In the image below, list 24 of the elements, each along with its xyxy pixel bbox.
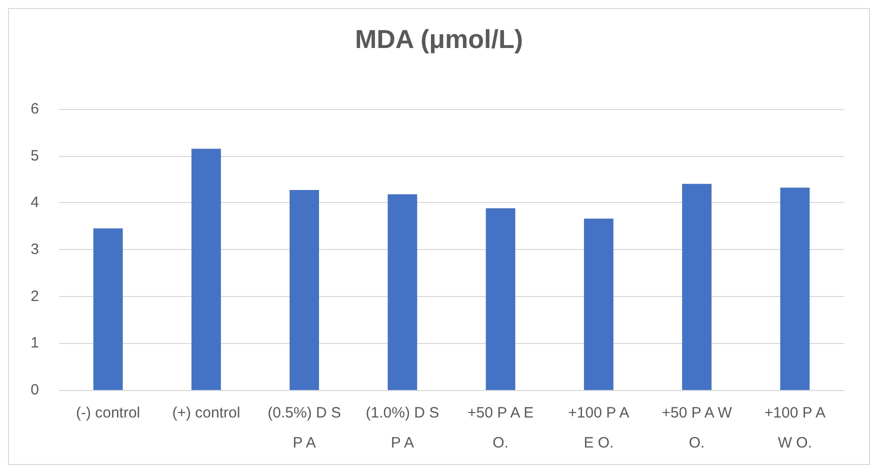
x-tick-label: (+) control [172, 404, 240, 422]
bar [780, 188, 810, 390]
y-tick-label: 6 [30, 100, 39, 118]
y-tick-label: 3 [30, 241, 39, 258]
x-tick-label: +100 P A W O. [764, 404, 826, 452]
bar [93, 228, 123, 390]
chart-title: MDA (μmol/L) [354, 24, 524, 54]
y-tick-label: 2 [30, 288, 39, 305]
x-tick-label: +50 P A E O. [468, 404, 534, 452]
bar [584, 218, 614, 390]
x-tick-label: (-) control [76, 404, 140, 422]
bar [388, 194, 418, 390]
x-tick-label: +50 P A W O. [662, 404, 733, 452]
x-tick-label: +100 P A E O. [568, 404, 630, 452]
x-tick-label: (1.0%) D S P A [366, 404, 440, 452]
bar [682, 184, 712, 390]
bar [191, 148, 221, 390]
y-tick-label: 4 [30, 194, 39, 212]
y-tick-label: 5 [30, 147, 39, 164]
y-tick-label: 0 [30, 382, 39, 398]
bar [486, 208, 516, 390]
x-tick-label: (0.5%) D S P A [268, 404, 341, 452]
bar [290, 190, 320, 390]
y-tick-label: 1 [30, 334, 39, 352]
